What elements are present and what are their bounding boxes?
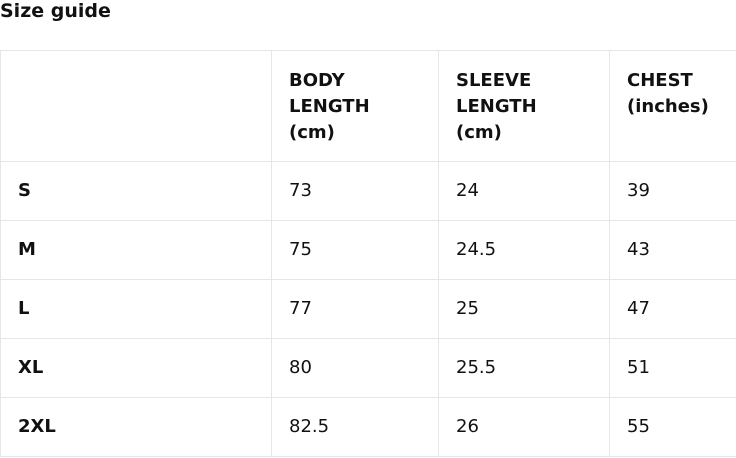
cell-chest: 51 (609, 338, 736, 398)
cell-size: L (0, 279, 272, 339)
header-line: CHEST (627, 70, 693, 91)
cell-sleeve-length: 24 (438, 161, 610, 221)
cell-sleeve-length: 25 (438, 279, 610, 339)
header-line: LENGTH (289, 96, 370, 117)
header-chest: CHEST (inches) (609, 50, 736, 162)
cell-chest: 43 (609, 220, 736, 280)
header-sleeve-length: SLEEVE LENGTH (cm) (438, 50, 610, 162)
cell-sleeve-length: 26 (438, 397, 610, 457)
header-body-length: BODY LENGTH (cm) (271, 50, 439, 162)
cell-size: M (0, 220, 272, 280)
header-row: BODY LENGTH (cm) SLEEVE LENGTH (cm) CHEST (in… (0, 50, 736, 162)
cell-body-length: 77 (271, 279, 439, 339)
table-row: M 75 24.5 43 (0, 220, 736, 280)
header-line: BODY (289, 70, 345, 91)
header-line: (inches) (627, 96, 709, 117)
cell-body-length: 73 (271, 161, 439, 221)
header-size (0, 50, 272, 162)
cell-size: S (0, 161, 272, 221)
cell-sleeve-length: 25.5 (438, 338, 610, 398)
cell-chest: 39 (609, 161, 736, 221)
table-row: XL 80 25.5 51 (0, 338, 736, 398)
cell-size: 2XL (0, 397, 272, 457)
cell-chest: 47 (609, 279, 736, 339)
cell-body-length: 80 (271, 338, 439, 398)
cell-size: XL (0, 338, 272, 398)
cell-body-length: 75 (271, 220, 439, 280)
size-guide-table: BODY LENGTH (cm) SLEEVE LENGTH (cm) CHEST (in… (0, 50, 736, 457)
table-row: L 77 25 47 (0, 279, 736, 339)
header-line: SLEEVE (456, 70, 532, 91)
page-title: Size guide (0, 0, 111, 22)
cell-sleeve-length: 24.5 (438, 220, 610, 280)
header-line: LENGTH (456, 96, 537, 117)
table-row: 2XL 82.5 26 55 (0, 397, 736, 457)
cell-body-length: 82.5 (271, 397, 439, 457)
table-row: S 73 24 39 (0, 161, 736, 221)
cell-chest: 55 (609, 397, 736, 457)
header-line: (cm) (456, 122, 502, 143)
header-line: (cm) (289, 122, 335, 143)
